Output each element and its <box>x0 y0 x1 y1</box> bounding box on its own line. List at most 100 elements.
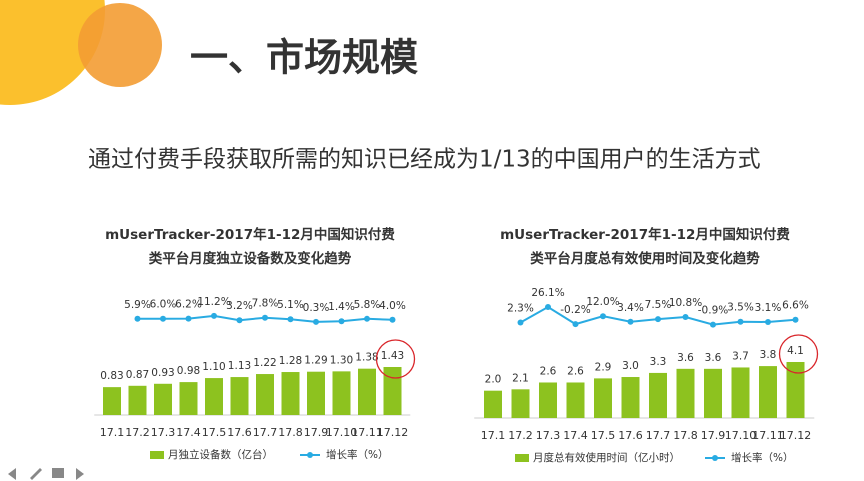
bar <box>281 372 300 415</box>
bar <box>205 378 223 415</box>
bar <box>128 385 147 415</box>
growth-label: 10.8% <box>669 297 702 309</box>
bar <box>731 367 750 418</box>
x-tick-label: 17.4 <box>176 426 201 439</box>
growth-point <box>710 321 716 328</box>
bar <box>358 368 376 415</box>
x-tick-label: 17.12 <box>780 429 812 442</box>
growth-label: 5.9% <box>124 299 151 311</box>
growth-point <box>655 316 661 323</box>
growth-label: 11.2% <box>197 296 230 308</box>
growth-point <box>364 315 370 322</box>
growth-label: 7.8% <box>252 298 279 310</box>
bar-label: 1.13 <box>228 360 251 372</box>
x-tick-label: 17.12 <box>377 426 409 439</box>
growth-label: 6.0% <box>150 299 177 311</box>
x-tick-label: 17.1 <box>481 429 506 442</box>
growth-point <box>185 315 192 322</box>
growth-point <box>211 312 217 319</box>
x-tick-label: 17.11 <box>351 426 383 439</box>
x-tick-label: 17.7 <box>253 426 278 439</box>
bar <box>154 383 172 415</box>
menu-button[interactable] <box>52 468 64 478</box>
bar-label: 0.87 <box>126 369 149 381</box>
bar-label: 1.22 <box>253 357 276 369</box>
growth-label: 7.5% <box>645 299 672 311</box>
deco-circle <box>78 3 162 87</box>
bar <box>484 390 502 418</box>
growth-label: 3.2% <box>226 300 253 312</box>
next-button[interactable] <box>76 468 84 480</box>
growth-point <box>338 318 345 325</box>
chart-title: mUserTracker-2017年1-12月中国知识付费 <box>500 226 790 243</box>
x-tick-label: 17.3 <box>536 429 561 442</box>
growth-label: 5.1% <box>277 299 304 311</box>
growth-point <box>389 316 396 323</box>
bar <box>704 368 722 418</box>
growth-point <box>134 315 141 322</box>
growth-label: 12.0% <box>586 296 619 308</box>
chart-title: 类平台月度总有效使用时间及变化趋势 <box>530 250 760 267</box>
x-tick-label: 17.4 <box>563 429 588 442</box>
bar-label: 1.43 <box>381 350 404 362</box>
bar-label: 3.7 <box>732 350 749 362</box>
bar <box>676 368 695 418</box>
prev-button[interactable] <box>8 468 16 480</box>
slide-subtitle: 通过付费手段获取所需的知识已经成为1/13的中国用户的生活方式 <box>88 147 761 173</box>
bar-label: 3.8 <box>760 349 777 361</box>
bar <box>759 366 777 418</box>
bar-label: 0.93 <box>151 367 174 379</box>
bar-label: 3.0 <box>622 360 639 372</box>
bar-label: 3.3 <box>650 356 667 368</box>
x-tick-label: 17.6 <box>227 426 252 439</box>
x-tick-label: 17.5 <box>591 429 616 442</box>
bar <box>621 377 640 418</box>
toolbar <box>8 468 84 480</box>
bar <box>383 367 402 415</box>
growth-label: 1.4% <box>328 301 355 313</box>
bar <box>103 387 121 415</box>
growth-point <box>765 318 771 325</box>
pen-button[interactable] <box>30 468 42 480</box>
x-tick-label: 17.1 <box>100 426 125 439</box>
bar-label: 2.1 <box>512 372 529 384</box>
bar-label: 2.0 <box>485 374 502 386</box>
bar-label: 1.29 <box>304 355 327 367</box>
growth-label: 4.0% <box>379 300 406 312</box>
bar-label: 1.10 <box>202 361 225 373</box>
growth-point <box>572 321 579 328</box>
bar-label: 2.9 <box>595 361 612 373</box>
growth-label: 6.2% <box>175 299 202 311</box>
bar-label: 4.1 <box>787 345 804 357</box>
bar-label: 1.30 <box>330 354 353 366</box>
legend-label: 增长率（%） <box>731 451 793 464</box>
growth-label: 0.3% <box>303 302 330 314</box>
bar-label: 1.38 <box>355 352 378 364</box>
highlight-circle <box>778 334 819 374</box>
bar <box>256 374 274 415</box>
growth-label: 6.6% <box>782 300 809 312</box>
x-tick-label: 17.8 <box>278 426 303 439</box>
x-tick-label: 17.9 <box>701 429 726 442</box>
bar-label: 2.6 <box>567 365 584 377</box>
bar-label: 2.6 <box>540 365 557 377</box>
growth-point <box>313 318 319 325</box>
bar-label: 3.6 <box>705 352 722 364</box>
growth-label: -0.2% <box>560 304 590 316</box>
x-tick-label: 17.10 <box>725 429 757 442</box>
bar <box>307 371 325 415</box>
bar-label: 3.6 <box>677 352 694 364</box>
legend-label: 增长率（%） <box>326 448 388 461</box>
growth-point <box>236 317 243 324</box>
bar <box>649 372 667 418</box>
chart-title: mUserTracker-2017年1-12月中国知识付费 <box>105 226 395 243</box>
x-tick-label: 17.9 <box>304 426 329 439</box>
bar <box>594 378 612 418</box>
x-tick-label: 17.6 <box>618 429 643 442</box>
x-tick-label: 17.11 <box>752 429 784 442</box>
x-tick-label: 17.7 <box>646 429 671 442</box>
bar <box>332 371 351 415</box>
growth-point <box>160 315 166 322</box>
bar <box>179 382 198 415</box>
